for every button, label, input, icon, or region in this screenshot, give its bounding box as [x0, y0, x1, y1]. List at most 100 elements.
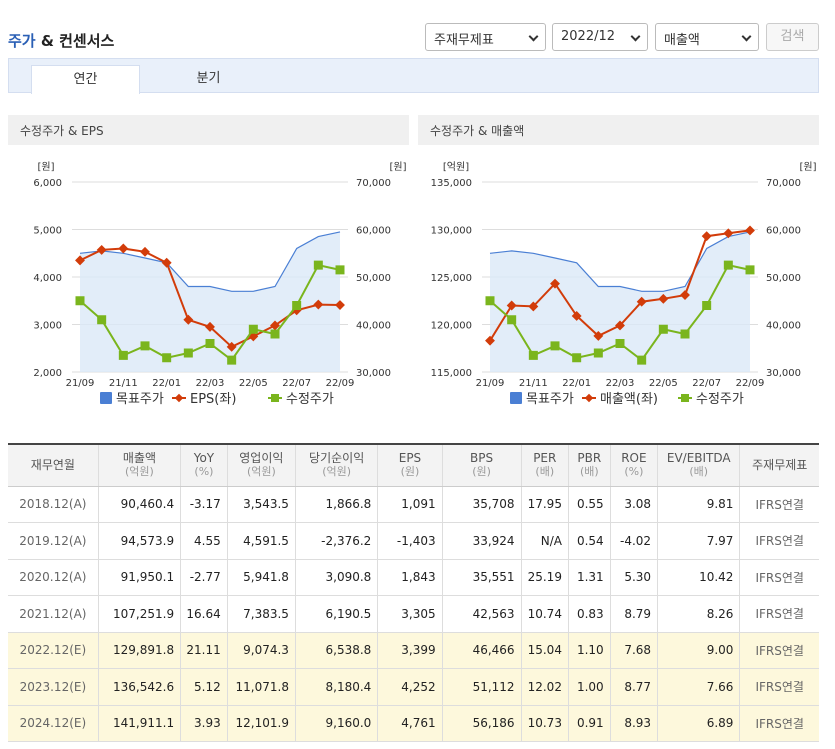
table-cell: 3,399 [377, 632, 443, 669]
data-point [270, 320, 280, 331]
right-tick-label: 30,000 [356, 368, 391, 379]
data-point [161, 257, 172, 268]
revenue-price-chart: [억원] [원] 135,000 130,000 125,000 120,000 115,0… [431, 161, 817, 407]
right-chart-title: 수정주가 & 매출액 [418, 115, 819, 145]
column-header: 재무연월 [8, 443, 99, 487]
data-point [226, 341, 237, 352]
tab-quarterly[interactable]: 분기 [196, 71, 221, 86]
data-point [550, 341, 560, 351]
data-point [745, 265, 755, 275]
table-cell: 8.79 [609, 595, 658, 633]
column-label: 매출액 [122, 451, 156, 466]
left-axis-unit: [원] [37, 161, 54, 173]
data-point [118, 350, 128, 360]
legend-swatch-marker [681, 394, 689, 402]
table-cell: 90,460.4 [97, 486, 181, 523]
legend-label: EPS(좌) [190, 392, 236, 407]
data-point [140, 246, 150, 257]
data-point [550, 278, 560, 289]
data-point [292, 301, 302, 310]
column-header: 당기순이익 (억원) [294, 443, 378, 487]
period-select[interactable]: 2022/12 [552, 23, 648, 51]
legend-label: 목표주가 [116, 392, 164, 407]
table-cell: 2022.12(E) [8, 632, 99, 669]
data-point [313, 299, 324, 310]
right-tick-label: 60,000 [766, 226, 801, 237]
x-tick-label: 21/09 [66, 378, 95, 389]
column-unit: (%) [624, 465, 644, 479]
table-cell: 5.12 [180, 668, 228, 706]
table-cell: 9.00 [657, 632, 740, 669]
table-cell: IFRS연결 [739, 632, 819, 669]
column-label: EV/EBITDA [666, 451, 731, 466]
data-point [615, 320, 625, 331]
table-cell: -3.17 [180, 486, 228, 523]
column-label: BPS [470, 451, 494, 466]
table-cell: 8.26 [657, 595, 740, 633]
legend-label: 매출액(좌) [600, 392, 658, 407]
table-cell: 9,160.0 [294, 705, 378, 742]
table-cell: 25.19 [520, 559, 569, 596]
table-cell: 21.11 [180, 632, 228, 669]
left-tick-label: 130,000 [431, 226, 472, 237]
legend-swatch [510, 392, 522, 404]
table-cell: 1.00 [567, 668, 611, 706]
column-label: 영업이익 [239, 451, 284, 466]
column-unit: (배) [535, 465, 555, 479]
column-header: 매출액 (억원) [97, 443, 181, 487]
x-tick-label: 21/09 [476, 378, 505, 389]
table-cell: 1.10 [567, 632, 611, 669]
table-row: 2019.12(A) 94,573.9 4.55 4,591.5 -2,376.2 -1,… [8, 522, 819, 560]
data-point [702, 301, 712, 310]
table-cell: 94,573.9 [97, 522, 181, 560]
section-title: 주가 & 컨센서스 [8, 30, 114, 51]
table-cell: 1,866.8 [294, 486, 378, 523]
data-point [140, 341, 150, 351]
column-unit: (배) [579, 465, 599, 479]
column-unit: (억원) [322, 465, 352, 479]
table-cell: 56,186 [441, 705, 522, 742]
table-cell: 33,924 [441, 522, 522, 560]
period-tabs: 연간 분기 [8, 58, 819, 94]
right-axis-unit: [원] [799, 161, 816, 173]
table-cell: 2020.12(A) [8, 559, 99, 596]
data-point [701, 231, 712, 242]
table-cell: 4,252 [377, 668, 443, 706]
table-cell: 51,112 [441, 668, 522, 706]
data-point [227, 355, 237, 365]
column-header: PER (배) [520, 443, 569, 487]
table-cell: 9.81 [657, 486, 740, 523]
column-label: 재무연월 [30, 458, 75, 473]
left-tick-label: 4,000 [33, 273, 62, 284]
table-cell: IFRS연결 [739, 705, 819, 742]
column-unit: (배) [689, 465, 709, 479]
table-cell: 2021.12(A) [8, 595, 99, 633]
chevron-down-icon [630, 31, 641, 42]
item-select[interactable]: 매출액 [655, 23, 759, 51]
table-cell: 5,941.8 [226, 559, 296, 596]
table-cell: 35,551 [441, 559, 522, 596]
column-header: BPS (원) [441, 443, 522, 487]
column-header: 영업이익 (억원) [226, 443, 296, 487]
left-tick-label: 6,000 [33, 178, 62, 189]
table-cell: 2018.12(A) [8, 486, 99, 523]
financial-table: 재무연월 매출액 (억원) YoY (%) 영업이익 (억원) 당기순이익 (억원) EPS (원)… [8, 443, 819, 742]
data-point [485, 296, 495, 306]
data-point [680, 290, 690, 300]
table-row: 2023.12(E) 136,542.6 5.12 11,071.8 8,180.4 4,… [8, 668, 819, 706]
table-cell: 12.02 [520, 668, 569, 706]
tab-annual[interactable]: 연간 [31, 65, 140, 94]
data-point [118, 243, 129, 254]
data-point [205, 339, 215, 348]
table-cell: 42,563 [441, 595, 522, 633]
x-tick-label: 22/07 [692, 378, 721, 389]
column-label: 당기순이익 [309, 451, 365, 466]
table-header-row: 재무연월 매출액 (억원) YoY (%) 영업이익 (억원) 당기순이익 (억원) EPS (원)… [8, 443, 819, 487]
title-rest: & 컨센서스 [35, 32, 115, 50]
search-button[interactable]: 검색 [766, 23, 819, 51]
chevron-down-icon [528, 31, 539, 42]
statement-select[interactable]: 주재무제표 [425, 23, 546, 51]
table-cell: 16.64 [180, 595, 228, 633]
x-tick-label: 22/05 [649, 378, 678, 389]
left-axis-unit: [억원] [443, 161, 469, 173]
